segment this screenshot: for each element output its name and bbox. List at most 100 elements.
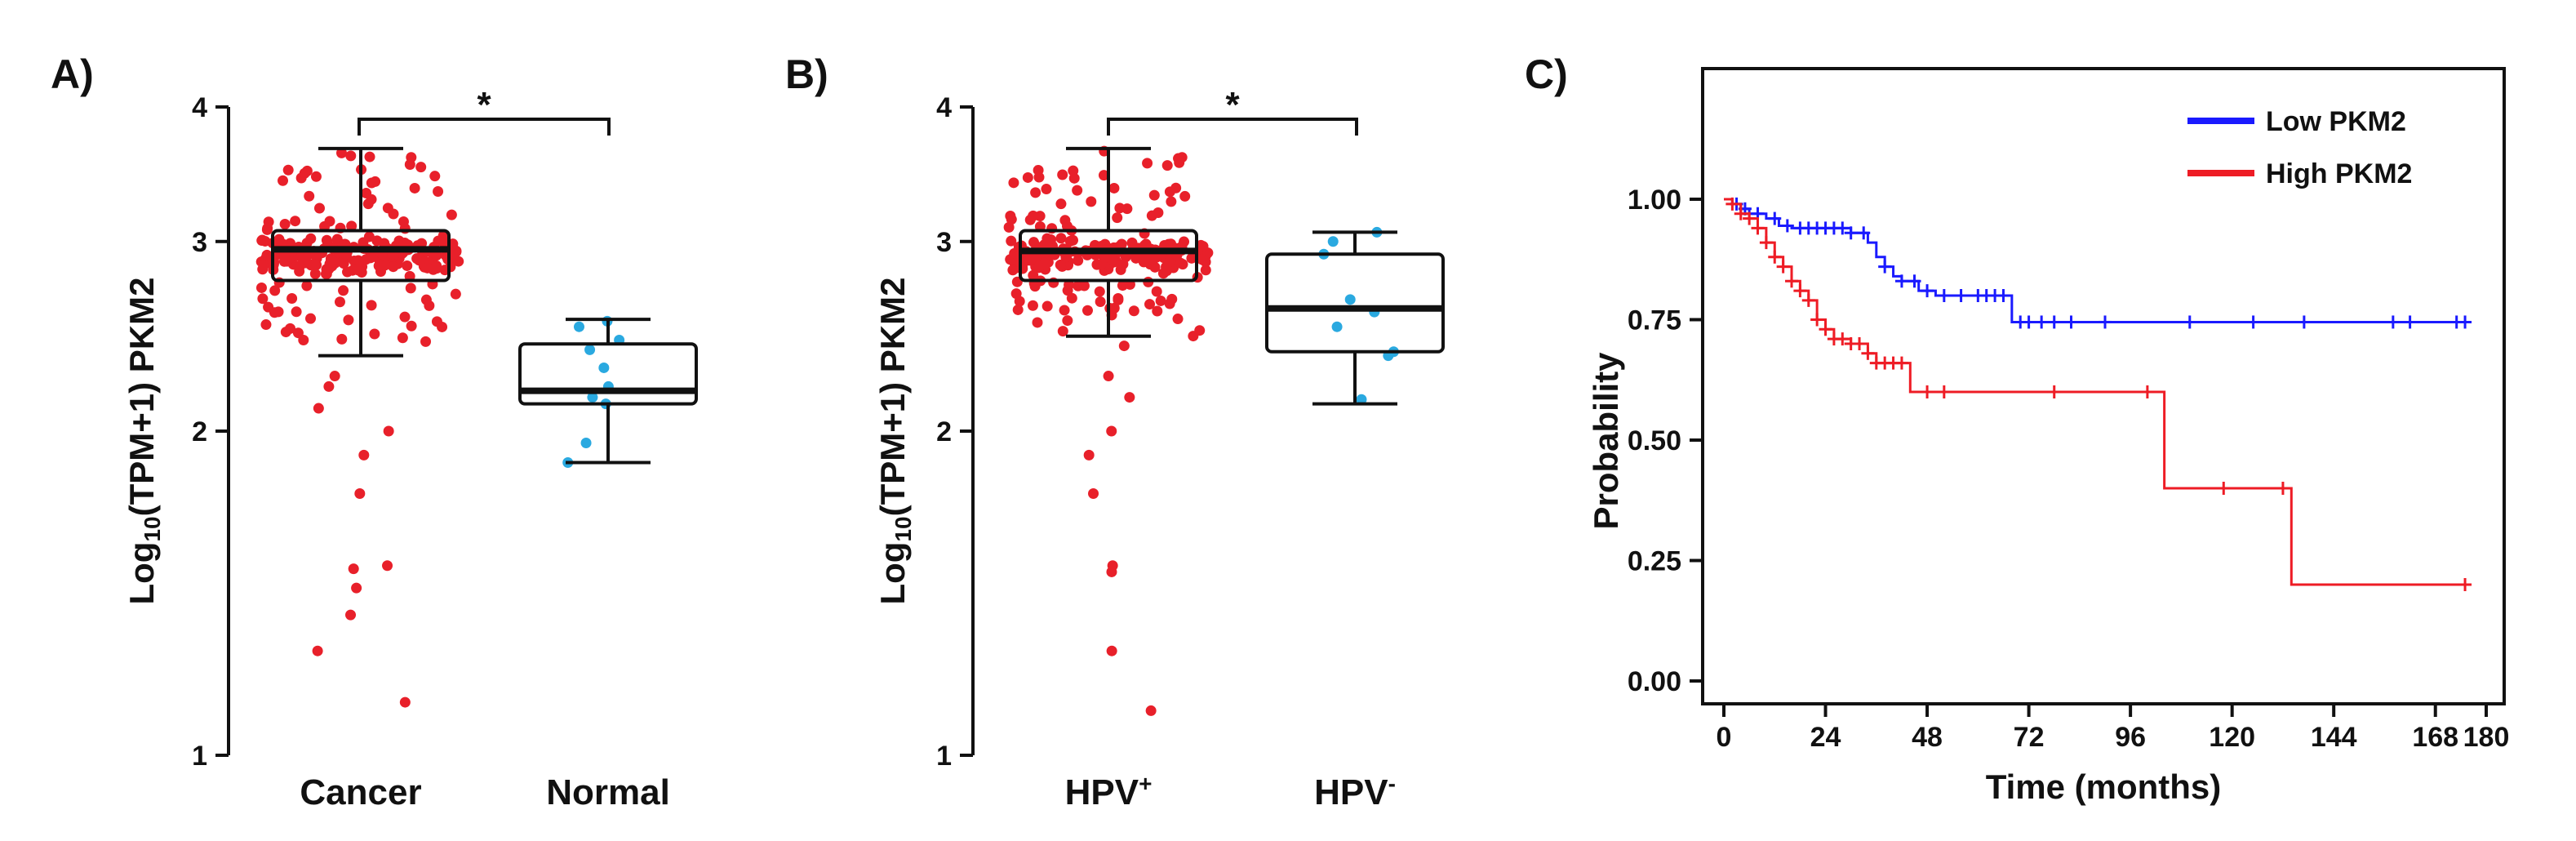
data-point [405, 283, 416, 294]
data-point [409, 182, 420, 194]
data-point [1113, 294, 1124, 305]
panel-c-plot-frame [1701, 67, 2506, 705]
data-point [309, 268, 321, 279]
censor-mark [1810, 313, 1824, 327]
censor-mark [2183, 315, 2196, 329]
data-point [335, 147, 347, 158]
outlier-point [1145, 705, 1157, 716]
data-point [1057, 326, 1068, 337]
data-point [1022, 171, 1033, 183]
box-iqr [271, 229, 451, 283]
x-tick-label: 96 [2115, 722, 2146, 753]
data-point [1356, 394, 1367, 405]
data-point [1114, 202, 1126, 214]
data-point [1078, 280, 1090, 291]
x-tick-label: 144 [2311, 722, 2357, 753]
data-point [1066, 292, 1077, 304]
data-point [1108, 182, 1120, 194]
data-point [304, 313, 316, 324]
panel-b-significance: * [1107, 85, 1358, 136]
outlier-point [1103, 371, 1114, 382]
data-point [1057, 169, 1068, 180]
censor-mark [1768, 211, 1782, 225]
y-tick-label: 3 [936, 227, 952, 258]
data-point [290, 216, 301, 227]
data-point [269, 307, 280, 318]
data-point [424, 300, 435, 311]
censor-mark [1857, 226, 1871, 240]
x-tick-label: 180 [2463, 722, 2510, 753]
data-point [437, 321, 448, 332]
data-point [278, 251, 290, 262]
survival-curve [1724, 198, 2470, 586]
panel-c-label: C) [1525, 51, 1568, 97]
data-point [304, 190, 315, 202]
data-point [1064, 279, 1075, 291]
outlier-point [1083, 449, 1095, 461]
data-point [1344, 294, 1356, 305]
x-tick-label: 24 [1810, 722, 1841, 753]
data-point [399, 311, 411, 323]
data-point [1144, 299, 1156, 310]
panel-a-significance-bracket [358, 118, 611, 136]
panel-a-category-normal: Normal [546, 772, 670, 812]
data-point [1068, 234, 1079, 246]
data-point [334, 296, 345, 308]
data-point [286, 292, 298, 304]
censor-mark [2403, 315, 2417, 329]
censor-mark [1954, 289, 1968, 302]
data-point [1108, 302, 1120, 314]
outlier-point [323, 380, 335, 392]
panel-a-category-cancer: Cancer [300, 772, 421, 812]
data-point [301, 280, 313, 291]
data-point [299, 167, 310, 179]
data-point [305, 233, 317, 244]
censor-mark [2458, 315, 2472, 329]
data-point [369, 328, 380, 340]
data-point [361, 188, 372, 199]
data-point [321, 264, 332, 275]
data-point [1107, 255, 1118, 266]
data-point [1112, 212, 1123, 224]
censor-mark [1819, 323, 1832, 336]
data-point [311, 259, 322, 270]
data-point [278, 175, 289, 186]
data-point [1117, 280, 1128, 291]
censor-mark [1894, 356, 1908, 370]
data-point [1194, 325, 1206, 336]
data-point [1012, 304, 1024, 315]
data-point [1117, 258, 1129, 269]
censor-mark [1921, 385, 1934, 398]
x-tick-label: 120 [2209, 722, 2255, 753]
data-point [1166, 196, 1177, 207]
data-point [1042, 300, 1053, 312]
panel-b-label: B) [785, 51, 828, 97]
censor-mark [1793, 284, 1807, 298]
data-point [1073, 255, 1084, 266]
panel-a-significance: * [358, 85, 611, 136]
data-point [1034, 211, 1046, 222]
data-point [415, 162, 427, 173]
censor-mark [2047, 385, 2061, 398]
panel-b-y-ticks: 1 2 3 4 [936, 92, 973, 772]
censor-mark [2217, 482, 2231, 495]
data-point [310, 171, 322, 182]
panel-b-significance-star: * [1225, 85, 1240, 125]
data-point [1152, 305, 1163, 317]
data-point [311, 251, 322, 262]
outlier-point [1124, 392, 1135, 403]
data-point [420, 336, 432, 347]
data-point [1331, 321, 1343, 332]
outlier-point [312, 645, 323, 656]
data-point [373, 260, 384, 272]
outlier-point [1106, 645, 1117, 656]
data-point [294, 265, 305, 277]
data-point [257, 293, 269, 305]
censor-mark [1836, 332, 1850, 346]
outlier-point [348, 563, 359, 575]
censor-mark [1801, 293, 1815, 307]
data-point [437, 230, 449, 242]
y-tick-label: 1.00 [1628, 185, 1681, 216]
data-point [1155, 295, 1166, 306]
